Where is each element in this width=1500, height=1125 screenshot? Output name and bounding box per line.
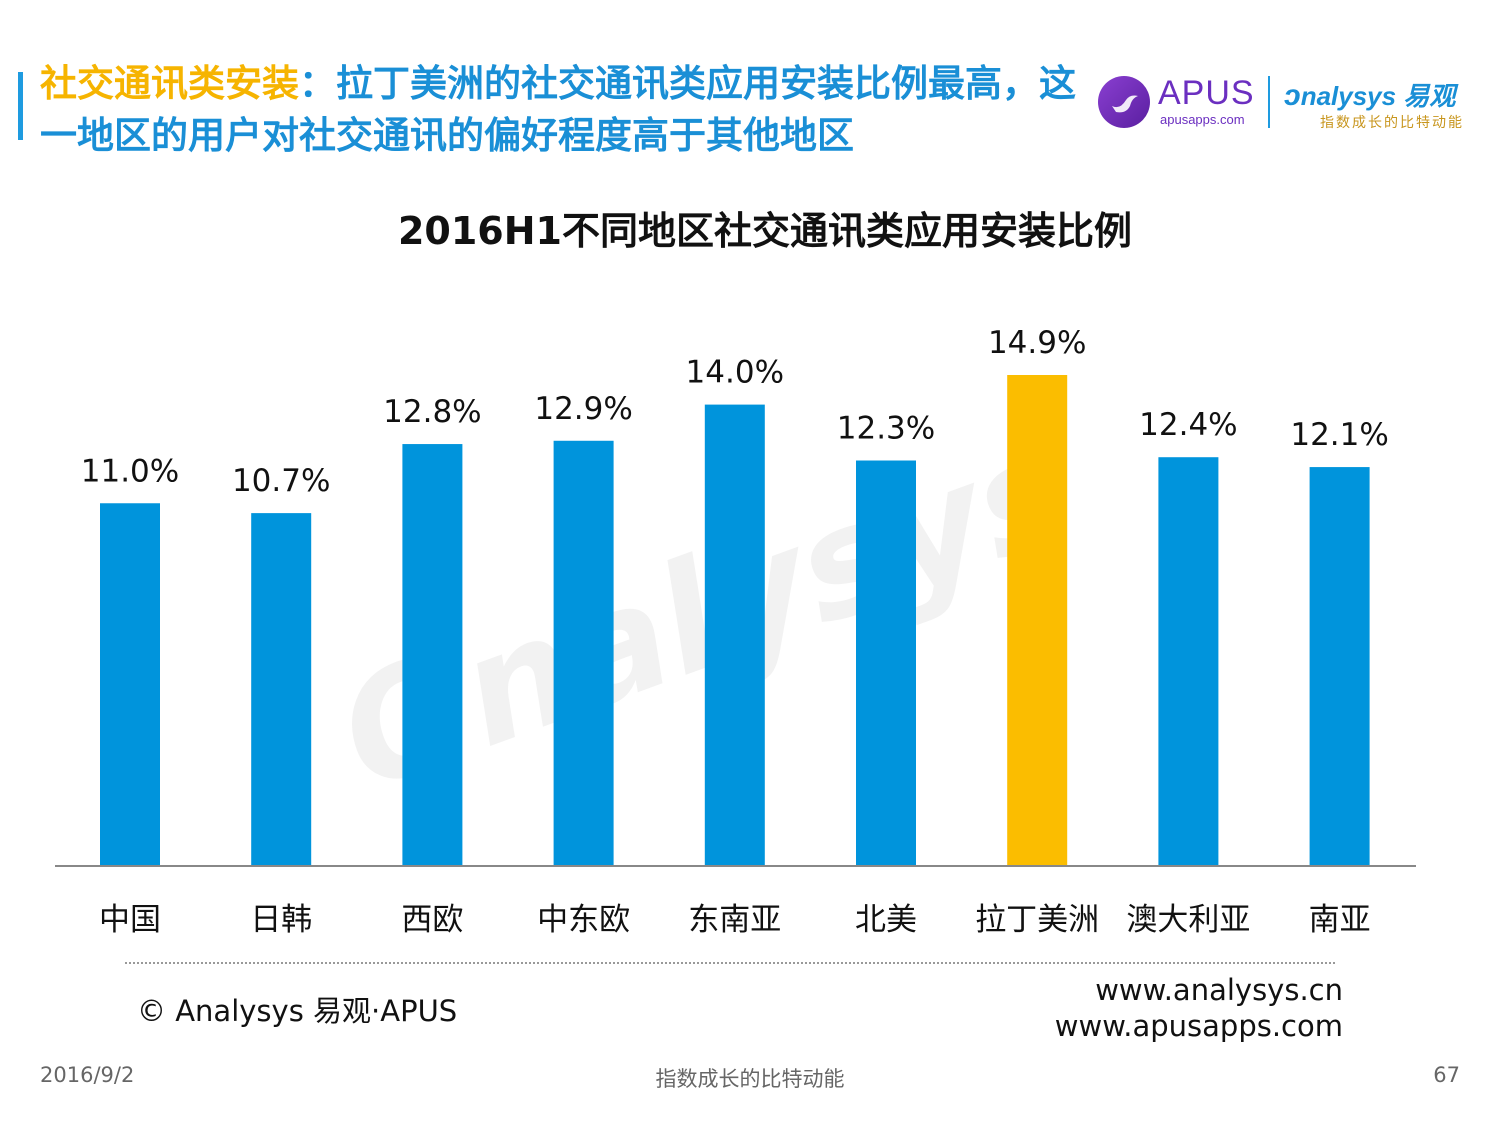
data-label-日韩: 10.7% (232, 463, 330, 499)
category-label-中东欧: 中东欧 (537, 902, 630, 938)
apus-domain-text: apusapps.com (1160, 112, 1245, 127)
bar-澳大利亚 (1158, 457, 1219, 865)
bar-南亚 (1309, 467, 1370, 865)
data-label-北美: 12.3% (837, 411, 935, 447)
data-label-南亚: 12.1% (1290, 417, 1388, 453)
copyright-text: © Analysys 易观·APUS (137, 994, 458, 1028)
category-label-澳大利亚: 澳大利亚 (1126, 902, 1250, 938)
analysys-slogan-text: 指数成长的比特动能 (1320, 115, 1464, 131)
url-analysys[interactable]: www.analysys.cn (1095, 973, 1343, 1007)
data-label-澳大利亚: 12.4% (1139, 407, 1237, 443)
category-label-北美: 北美 (855, 902, 917, 938)
url-apus[interactable]: www.apusapps.com (1054, 1009, 1343, 1043)
category-label-东南亚: 东南亚 (688, 902, 781, 938)
data-label-中国: 11.0% (81, 453, 179, 489)
data-label-中东欧: 12.9% (534, 391, 632, 427)
bar-中东欧 (553, 440, 614, 865)
header-accent-bar (18, 72, 23, 140)
apus-logo-icon (1098, 76, 1150, 128)
headline-keyword: 社交通讯类安装 (40, 62, 299, 105)
data-label-拉丁美洲: 14.9% (988, 325, 1086, 361)
bar-北美 (856, 460, 916, 865)
bar-拉丁美洲 (1007, 375, 1068, 865)
bar-中国 (100, 503, 160, 865)
category-label-南亚: 南亚 (1309, 902, 1371, 938)
bar-日韩 (251, 513, 312, 865)
chart-title: 2016H1不同地区社交通讯类应用安装比例 (397, 209, 1132, 253)
logo-divider (1268, 76, 1270, 128)
logo-area: APUS apusapps.com ↄnalysys 易观 指数成长的比特动能 (1098, 72, 1488, 134)
footer-divider (125, 962, 1335, 964)
bar-东南亚 (704, 404, 765, 865)
category-label-拉丁美洲: 拉丁美洲 (975, 902, 1099, 938)
footer-date: 2016/9/2 (40, 1063, 135, 1087)
category-label-西欧: 西欧 (401, 902, 463, 938)
page-headline: 社交通讯类安装：拉丁美洲的社交通讯类应用安装比例最高，这一地区的用户对社交通讯的… (40, 58, 1100, 162)
category-label-日韩: 日韩 (250, 902, 312, 938)
apus-logo-text: APUS (1158, 74, 1255, 112)
analysys-logo-text: ↄnalysys 易观 (1284, 79, 1456, 112)
headline-text: ：拉丁美洲的社交通讯类应用安装比例最高，这一地区的用户对社交通讯的偏好程度高于其… (40, 62, 1076, 157)
category-label-中国: 中国 (99, 902, 161, 938)
data-label-东南亚: 14.0% (686, 355, 784, 391)
footer-slogan: 指数成长的比特动能 (655, 1067, 845, 1091)
data-label-西欧: 12.8% (383, 394, 481, 430)
page-number: 67 (1433, 1063, 1460, 1087)
source-urls: www.analysys.cn www.apusapps.com (1055, 972, 1343, 1044)
bar-西欧 (402, 444, 463, 865)
